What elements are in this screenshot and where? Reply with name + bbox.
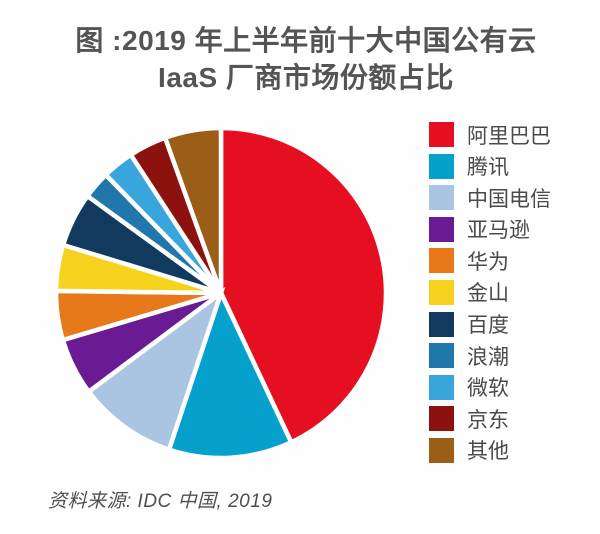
- legend-item-10: 其他: [429, 437, 551, 464]
- legend-label-3: 亚马逊: [467, 219, 530, 243]
- legend-label-6: 百度: [467, 314, 509, 338]
- pie-slice-10: [162, 125, 224, 294]
- pie-slice-2: [85, 286, 226, 453]
- legend-label-0: 阿里巴巴: [467, 124, 551, 148]
- source-note: 资料来源: IDC 中国, 2019: [48, 491, 273, 512]
- legend-label-10: 其他: [467, 440, 509, 464]
- legend-label-5: 金山: [467, 282, 509, 306]
- legend-swatch-8: [429, 374, 454, 400]
- legend-swatch-9: [429, 406, 454, 432]
- legend-swatch-1: [429, 153, 454, 179]
- legend-label-7: 浪潮: [467, 345, 509, 369]
- legend-item-1: 腾讯: [429, 153, 551, 180]
- pie-chart: [50, 120, 392, 466]
- legend-swatch-3: [429, 216, 454, 242]
- legend-label-4: 华为: [467, 250, 509, 274]
- pie-slice-1: [166, 286, 295, 461]
- pie-chart-svg: [53, 125, 389, 461]
- legend-swatch-0: [429, 122, 454, 147]
- chart-legend: 阿里巴巴腾讯中国电信亚马逊华为金山百度浪潮微软京东其他: [429, 122, 551, 470]
- legend-label-1: 腾讯: [467, 156, 509, 180]
- legend-item-0: 阿里巴巴: [429, 122, 551, 148]
- legend-label-2: 中国电信: [467, 187, 551, 211]
- legend-swatch-5: [429, 279, 454, 305]
- legend-swatch-4: [429, 248, 454, 274]
- legend-swatch-10: [429, 437, 454, 463]
- legend-item-7: 浪潮: [429, 343, 551, 369]
- figure-title-line-1: 图 :2019 年上半年前十大中国公有云: [75, 25, 537, 56]
- legend-swatch-2: [429, 185, 454, 211]
- pie-slice-0: [218, 125, 389, 446]
- legend-item-6: 百度: [429, 311, 551, 338]
- legend-item-5: 金山: [429, 279, 551, 306]
- legend-swatch-7: [429, 343, 454, 369]
- figure-title: 图 :2019 年上半年前十大中国公有云 IaaS 厂商市场份额占比: [6, 22, 600, 96]
- legend-item-3: 亚马逊: [429, 216, 551, 243]
- legend-item-9: 京东: [429, 406, 551, 432]
- legend-item-4: 华为: [429, 248, 551, 274]
- legend-item-2: 中国电信: [429, 185, 551, 211]
- figure-title-line-2: IaaS 厂商市场份额占比: [158, 62, 454, 93]
- legend-item-8: 微软: [429, 374, 551, 401]
- legend-label-9: 京东: [467, 408, 509, 432]
- legend-label-8: 微软: [467, 377, 509, 401]
- legend-swatch-6: [429, 311, 454, 337]
